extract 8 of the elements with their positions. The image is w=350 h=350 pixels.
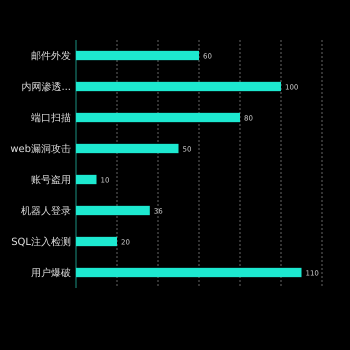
category-label: 邮件外发 bbox=[31, 51, 71, 62]
category-label: SQL注入检测 bbox=[11, 237, 71, 248]
category-label: 端口扫描 bbox=[31, 113, 71, 124]
category-label: 内网渗透... bbox=[21, 82, 71, 93]
category-label: 机器人登录 bbox=[21, 206, 71, 217]
category-label: web漏洞攻击 bbox=[10, 144, 71, 155]
category-label: 账号盗用 bbox=[31, 175, 71, 186]
category-label: 用户爆破 bbox=[31, 268, 71, 279]
